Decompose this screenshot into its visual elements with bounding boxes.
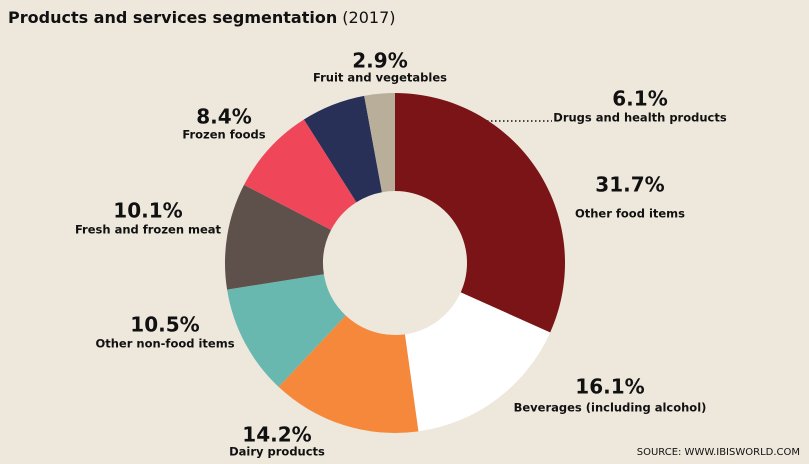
donut-slice — [395, 93, 566, 333]
chart-subtitle: (2017) — [342, 8, 395, 27]
value-label: 31.7% — [595, 173, 664, 197]
donut-slice — [303, 95, 382, 203]
value-label: 14.2% — [242, 423, 311, 447]
donut-slice — [244, 119, 357, 230]
value-label: 16.1% — [575, 375, 644, 399]
chart-title: Products and services segmentation — [8, 8, 337, 27]
donut-slice — [225, 184, 332, 290]
category-label: Other non-food items — [95, 337, 234, 351]
value-label: 10.5% — [130, 313, 199, 337]
category-label: Fruit and vegetables — [313, 71, 447, 85]
category-label: Fresh and frozen meat — [75, 223, 222, 237]
value-label: 10.1% — [113, 199, 182, 223]
category-label: Other food items — [575, 207, 685, 221]
category-label: Dairy products — [229, 445, 325, 459]
donut-slice — [278, 315, 419, 433]
donut-slice — [404, 292, 551, 432]
source: SOURCE: WWW.IBISWORLD.COM — [637, 447, 800, 458]
category-label: Frozen foods — [182, 128, 265, 142]
donut-slice — [364, 93, 395, 193]
category-label: Drugs and health products — [553, 111, 727, 125]
category-label: Beverages (including alcohol) — [514, 401, 707, 415]
donut-slice — [227, 274, 346, 387]
value-label: 2.9% — [352, 49, 407, 73]
title-line: Products and services segmentation (2017… — [8, 8, 396, 27]
value-label: 6.1% — [612, 87, 667, 111]
value-label: 8.4% — [196, 105, 251, 129]
